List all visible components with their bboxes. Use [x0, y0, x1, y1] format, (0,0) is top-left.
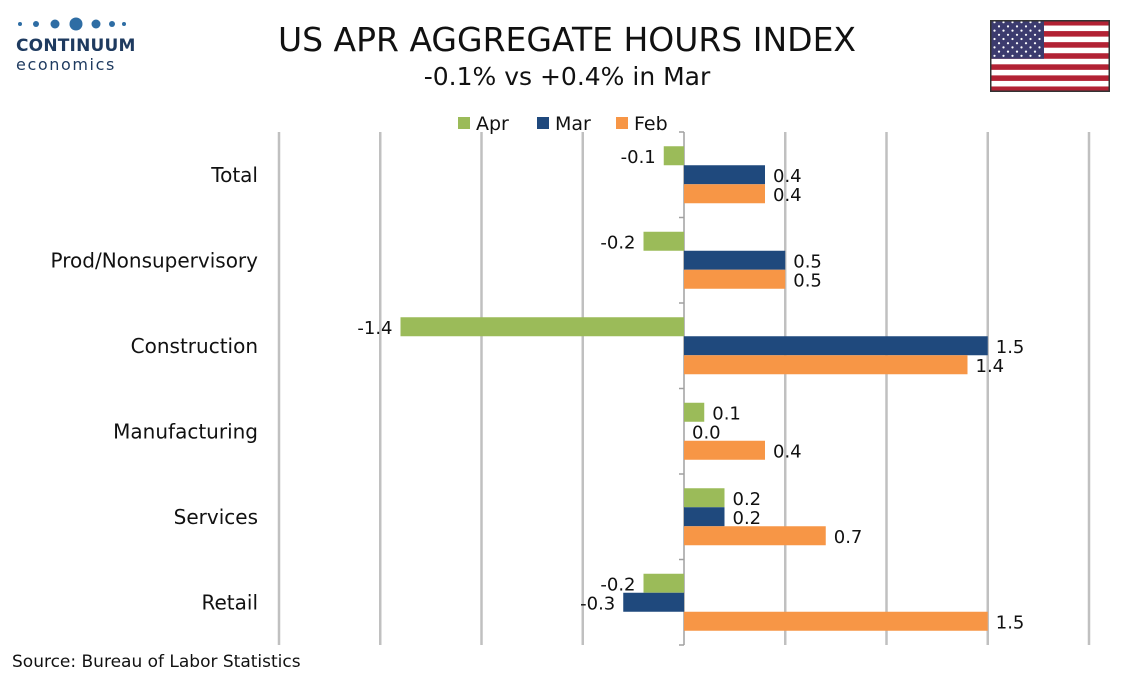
bar-feb — [684, 184, 765, 204]
bar-feb — [684, 611, 988, 631]
bar-mar — [684, 336, 988, 356]
legend-label: Mar — [555, 113, 591, 135]
bar-apr — [400, 317, 684, 337]
data-label: 0.5 — [793, 270, 822, 291]
data-label: -0.2 — [600, 232, 635, 253]
data-label: 0.4 — [773, 441, 802, 462]
legend-label: Apr — [476, 113, 509, 135]
data-label: -0.1 — [621, 147, 656, 168]
bar-feb — [684, 440, 765, 460]
bar-apr — [684, 402, 705, 422]
bar-mar — [684, 250, 786, 270]
legend-swatch-apr — [458, 117, 470, 129]
legend-swatch-feb — [616, 117, 628, 129]
data-label: 0.0 — [692, 422, 721, 443]
data-label: 1.4 — [976, 356, 1005, 377]
logo-name: CONTINUUM — [16, 36, 136, 56]
logo-dots-icon — [18, 17, 126, 31]
bar-apr — [684, 488, 725, 508]
data-label: 1.5 — [996, 612, 1025, 633]
data-label: 0.5 — [793, 251, 822, 272]
bar-mar — [623, 592, 684, 612]
data-label: -1.4 — [357, 318, 392, 339]
us-flag-icon — [990, 20, 1110, 92]
data-label: 0.1 — [712, 403, 741, 424]
data-label: 0.7 — [834, 527, 863, 548]
bar-apr — [663, 146, 684, 166]
data-label: 0.4 — [773, 185, 802, 206]
category-label: Services — [174, 505, 258, 529]
data-label: 1.5 — [996, 337, 1025, 358]
bar-apr — [643, 573, 684, 593]
bar-apr — [643, 231, 684, 251]
bar-mar — [684, 165, 765, 185]
category-label: Manufacturing — [113, 419, 258, 443]
category-label: Total — [210, 163, 258, 187]
bar-feb — [684, 355, 968, 375]
source-note: Source: Bureau of Labor Statistics — [12, 652, 301, 672]
category-label: Prod/Nonsupervisory — [51, 248, 259, 272]
legend-label: Feb — [634, 113, 668, 135]
data-label: 0.2 — [733, 489, 762, 510]
logo: CONTINUUM economics — [14, 14, 136, 76]
bar-feb — [684, 269, 786, 289]
legend-swatch-mar — [537, 117, 549, 129]
category-label: Retail — [201, 590, 258, 614]
category-label: Construction — [131, 334, 258, 358]
chart-title: US APR AGGREGATE HOURS INDEX — [277, 20, 857, 59]
data-label: 0.2 — [733, 508, 762, 529]
bar-feb — [684, 526, 826, 546]
data-label: -0.3 — [580, 593, 615, 614]
data-label: 0.4 — [773, 166, 802, 187]
bar-mar — [684, 507, 725, 527]
chart-subtitle: -0.1% vs +0.4% in Mar — [423, 62, 711, 91]
logo-subtitle: economics — [16, 55, 116, 74]
data-label: -0.2 — [600, 574, 635, 595]
